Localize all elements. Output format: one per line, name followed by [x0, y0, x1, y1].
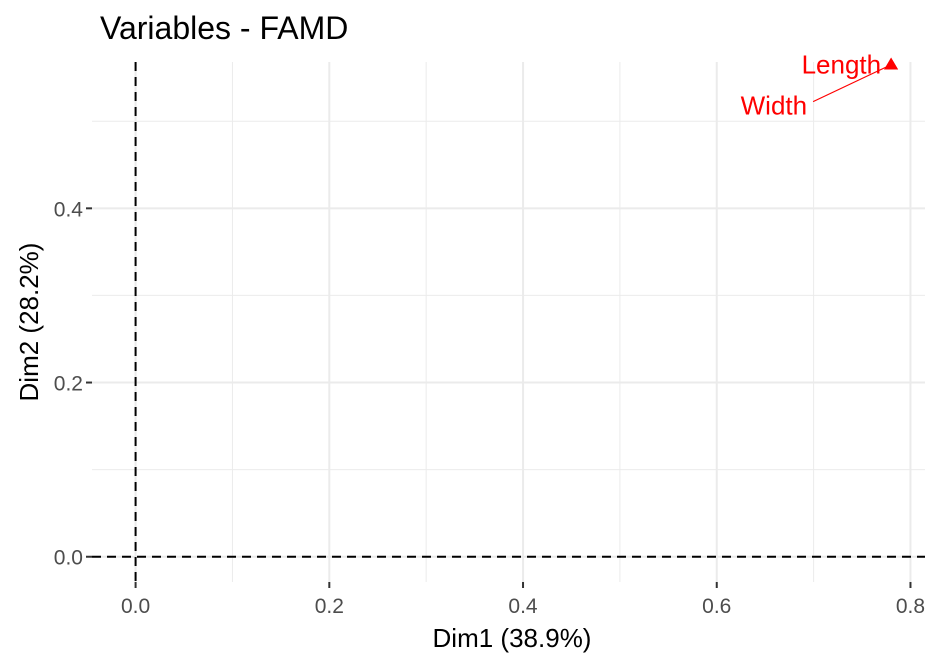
x-tick-label: 0.6 [702, 595, 731, 618]
x-tick-label: 0.8 [896, 595, 925, 618]
point-marker-width [884, 57, 899, 70]
y-tick-label: 0.2 [54, 373, 83, 396]
x-tick-label: 0.4 [508, 595, 538, 618]
y-tick-label: 0.4 [54, 198, 84, 221]
grid-minor [92, 62, 925, 582]
label-leader-width [812, 66, 888, 103]
x-axis-title: Dim1 (38.9%) [433, 623, 592, 653]
x-tick-label: 0.0 [121, 595, 150, 618]
chart-marks: Length Width [741, 50, 899, 121]
y-axis-title: Dim2 (28.2%) [14, 243, 44, 402]
point-label-length: Length [802, 50, 882, 80]
x-tick-label: 0.2 [315, 595, 344, 618]
chart-title: Variables - FAMD [100, 10, 348, 46]
reference-lines [92, 62, 925, 582]
point-label-width: Width [741, 91, 807, 121]
y-tick-label: 0.0 [54, 547, 83, 570]
axis-ticks: 0.0 0.2 0.4 0.6 0.8 0.0 0.2 0.4 [54, 198, 925, 618]
grid-major [92, 62, 925, 582]
